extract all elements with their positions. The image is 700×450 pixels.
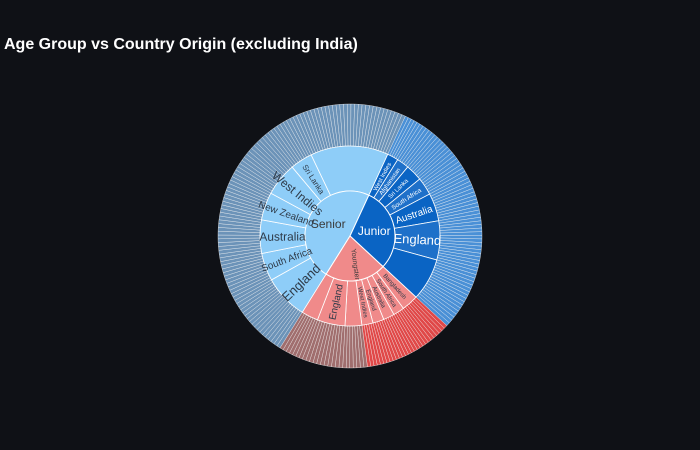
sunburst-country-ring xyxy=(259,145,441,327)
sunburst-segment-youngster[interactable] xyxy=(325,235,384,282)
sunburst-segment-junior[interactable] xyxy=(349,194,396,268)
sunburst-segment-senior[interactable] xyxy=(304,190,370,275)
chart-title: Age Group vs Country Origin (excluding I… xyxy=(4,36,358,53)
sunburst-player-ring xyxy=(217,103,483,369)
sunburst-root-ring xyxy=(304,190,396,282)
